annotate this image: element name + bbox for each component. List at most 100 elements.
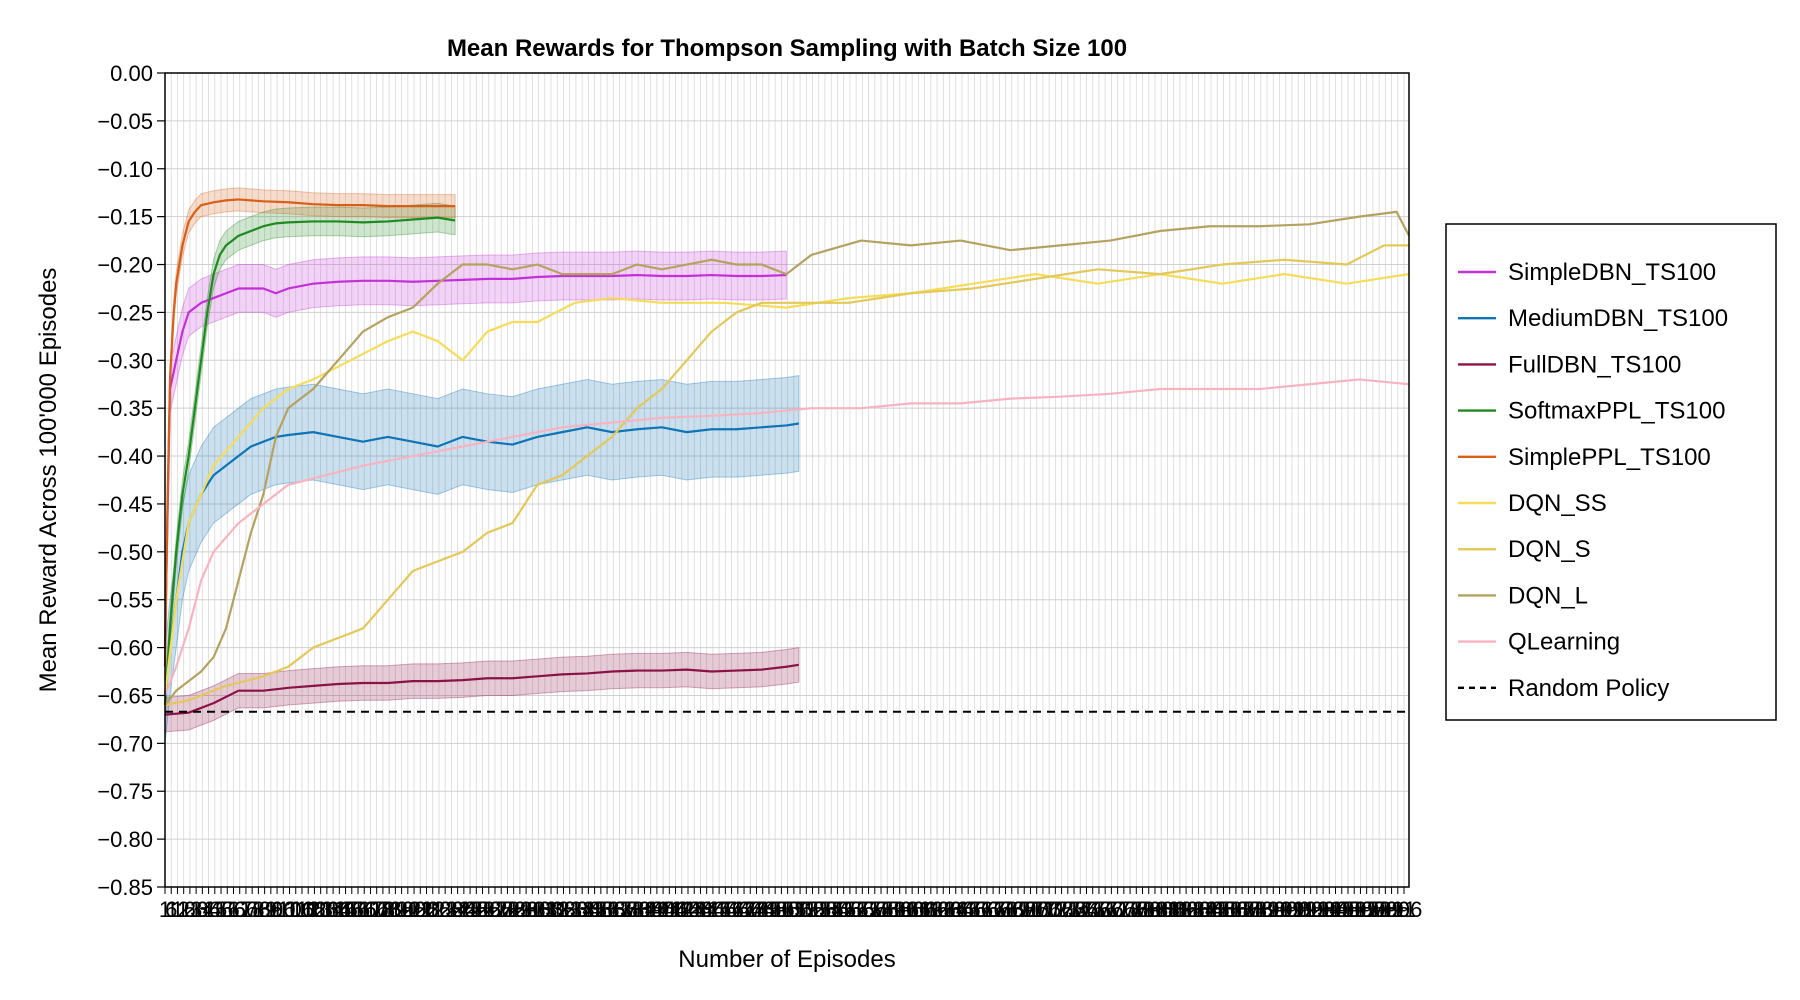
- x-tick-label: 636: [937, 897, 974, 922]
- legend-label: Random Policy: [1508, 675, 1669, 702]
- x-tick-label: 41: [203, 897, 227, 922]
- y-tick-label: −0.05: [97, 109, 153, 134]
- series-DQN_L: [164, 210, 1410, 706]
- x-tick-label: 901: [1267, 897, 1304, 922]
- x-tick-label: 316: [539, 897, 576, 922]
- x-tick-label: 466: [726, 897, 763, 922]
- confidence-bands: [164, 187, 800, 744]
- x-tick-label: 106: [277, 897, 314, 922]
- x-tick-label: 51: [215, 897, 239, 922]
- x-tick-label: 626: [925, 897, 962, 922]
- x-tick-label: 561: [844, 897, 881, 922]
- series-MediumDBN_TS100: [163, 422, 799, 696]
- band-SoftmaxPPL_TS100: [164, 202, 456, 720]
- x-tick-label: 911: [1281, 897, 1316, 922]
- x-tick-label: 976: [1361, 897, 1398, 922]
- x-tick-label: 836: [1186, 897, 1223, 922]
- x-tick-label: 886: [1249, 897, 1286, 922]
- x-tick-label: 386: [626, 897, 663, 922]
- x-tick-label: 966: [1348, 897, 1385, 922]
- x-tick-label: 711: [1032, 897, 1067, 922]
- x-tick-label: 56: [221, 897, 245, 922]
- y-tick-label: −0.70: [97, 731, 153, 756]
- x-tick-label: 356: [589, 897, 626, 922]
- x-tick-label: 451: [707, 897, 744, 922]
- x-tick-label: 591: [881, 897, 918, 922]
- x-tick-label: 671: [981, 897, 1018, 922]
- x-tick-label: 101: [271, 897, 308, 922]
- series-DQN_S: [164, 244, 1409, 707]
- y-axis-label: Mean Reward Across 100'000 Episodes: [35, 268, 62, 693]
- x-tick-label: 971: [1355, 897, 1392, 922]
- x-tick-label: 446: [701, 897, 738, 922]
- x-tick-label: 461: [719, 897, 756, 922]
- x-tick-label: 301: [520, 897, 557, 922]
- x-tick-label: 81: [252, 897, 276, 922]
- x-tick-label: 656: [962, 897, 999, 922]
- x-tick-label: 376: [614, 897, 651, 922]
- x-tick-label: 351: [582, 897, 619, 922]
- y-tick-label: −0.60: [97, 636, 153, 661]
- x-tick-label: 831: [1180, 897, 1217, 922]
- x-tick-label: 76: [246, 897, 270, 922]
- x-tick-label: 426: [676, 897, 713, 922]
- x-tick-label: 846: [1199, 897, 1236, 922]
- band-MediumDBN_TS100: [164, 375, 800, 744]
- x-tick-label: 31: [190, 897, 214, 922]
- band-FullDBN_TS100: [164, 647, 800, 733]
- x-tick-label: 246: [452, 897, 489, 922]
- band-SimplePPL_TS100: [164, 187, 456, 679]
- x-tick-label: 736: [1062, 897, 1099, 922]
- x-tick-label: 266: [477, 897, 514, 922]
- x-tick-label: 391: [632, 897, 669, 922]
- x-tick-label: 576: [863, 897, 900, 922]
- x-tick-label: 346: [576, 897, 613, 922]
- x-tick-label: 751: [1081, 897, 1118, 922]
- x-tick-label: 741: [1068, 897, 1105, 922]
- x-tick-label: 481: [744, 897, 781, 922]
- x-tick-label: 991: [1379, 897, 1416, 922]
- x-tick-label: 876: [1236, 897, 1273, 922]
- x-tick-label: 276: [489, 897, 526, 922]
- x-tick-label: 816: [1162, 897, 1199, 922]
- x-tick-label: 371: [607, 897, 644, 922]
- x-axis-label: Number of Episodes: [678, 946, 895, 973]
- x-tick-label: 476: [738, 897, 775, 922]
- x-tick-label: 21: [178, 897, 202, 922]
- x-tick-label: 526: [800, 897, 837, 922]
- legend: SimpleDBN_TS100 MediumDBN_TS100 FullDBN_TS…: [1445, 223, 1777, 721]
- x-tick-label: 731: [1056, 897, 1093, 922]
- y-tick-label: −0.45: [97, 492, 153, 517]
- x-tick-label: 116: [291, 897, 326, 922]
- x-tick-label: 826: [1174, 897, 1211, 922]
- legend-label: MediumDBN_TS100: [1508, 305, 1728, 332]
- x-tick-label: 841: [1193, 897, 1230, 922]
- x-tick-label: 186: [377, 897, 414, 922]
- x-tick-label: 866: [1224, 897, 1261, 922]
- x-tick-label: 241: [445, 897, 482, 922]
- y-tick-label: −0.10: [97, 157, 153, 182]
- x-tick-label: 786: [1124, 897, 1161, 922]
- x-tick-label: 36: [196, 897, 220, 922]
- x-tick-label: 881: [1242, 897, 1279, 922]
- x-tick-label: 311: [533, 897, 568, 922]
- x-tick-label: 551: [832, 897, 869, 922]
- x-tick-label: 441: [695, 897, 732, 922]
- x-tick-label: 201: [396, 897, 433, 922]
- x-tick-label: 291: [508, 897, 545, 922]
- x-tick-label: 471: [732, 897, 769, 922]
- x-tick-label: 501: [769, 897, 806, 922]
- x-tick-label: 401: [645, 897, 682, 922]
- y-tick-label: −0.35: [97, 396, 153, 421]
- x-tick-label: 771: [1105, 897, 1142, 922]
- x-tick-label: 986: [1373, 897, 1410, 922]
- x-tick-label: 436: [688, 897, 725, 922]
- x-tick-label: 121: [296, 897, 333, 922]
- x-tick-label: 211: [409, 897, 444, 922]
- legend-items: SimpleDBN_TS100 MediumDBN_TS100 FullDBN_TS…: [1458, 259, 1728, 702]
- legend-label: SimpleDBN_TS100: [1508, 259, 1716, 286]
- x-tick-label: 296: [514, 897, 551, 922]
- x-tick-label: 16: [171, 897, 195, 922]
- x-tick-label: 861: [1218, 897, 1255, 922]
- x-tick-label: 91: [265, 897, 289, 922]
